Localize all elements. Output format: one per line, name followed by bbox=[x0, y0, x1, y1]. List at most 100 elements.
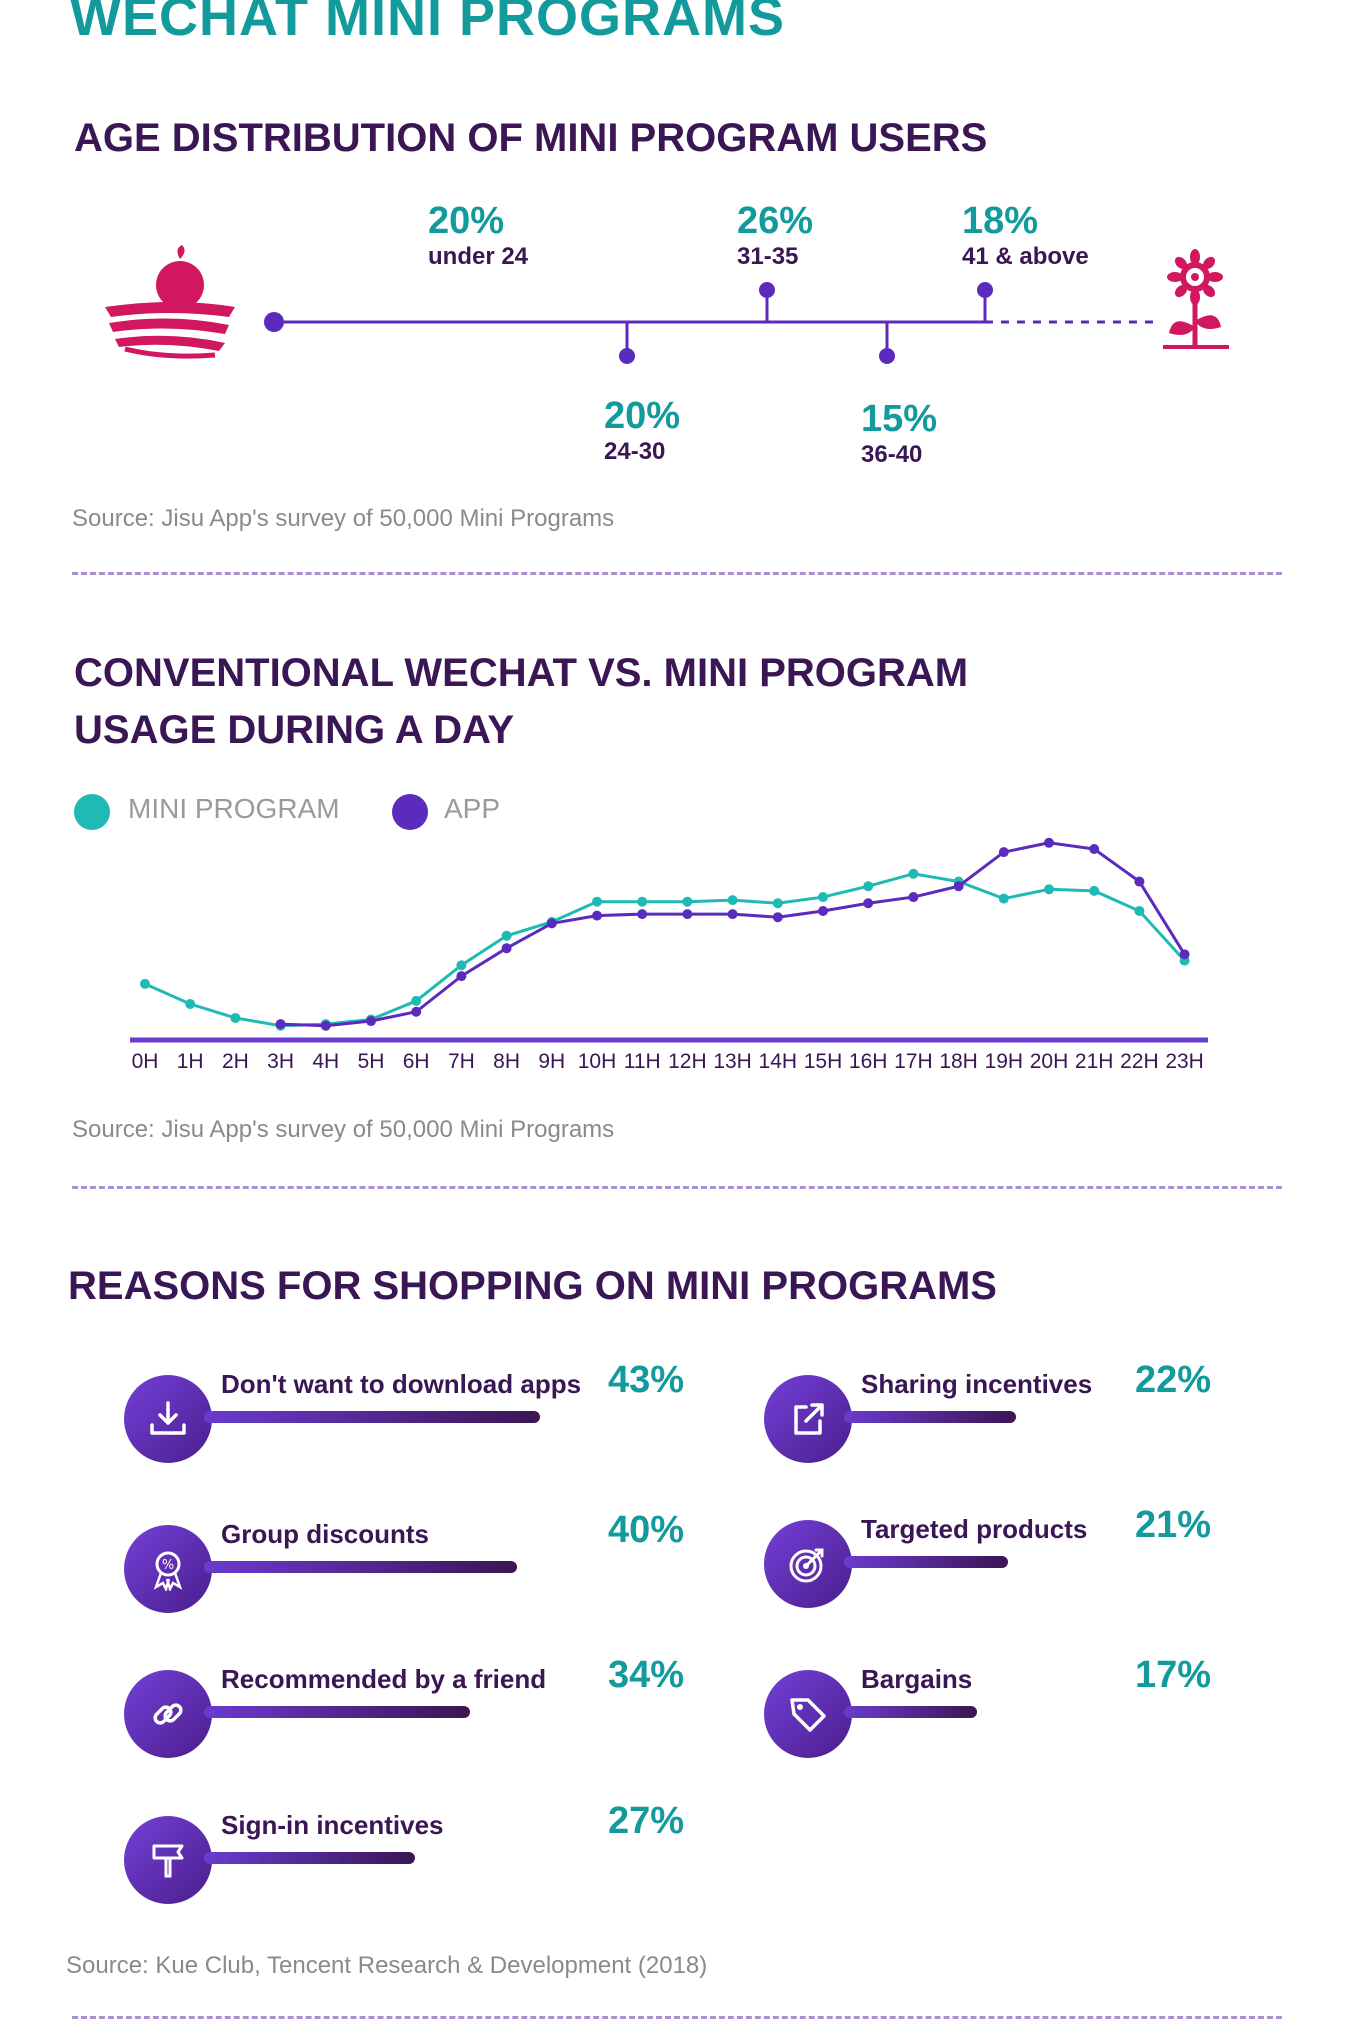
reason-label: Sign-in incentives bbox=[221, 1810, 444, 1840]
data-point bbox=[637, 909, 648, 920]
x-tick-label: 21H bbox=[1074, 1050, 1114, 1073]
x-tick-label: 8H bbox=[493, 1050, 521, 1073]
data-point bbox=[592, 896, 602, 907]
x-tick-label: 11H bbox=[623, 1050, 661, 1073]
reason-bar bbox=[204, 1411, 540, 1423]
svg-text:%: % bbox=[162, 1558, 174, 1573]
data-point bbox=[320, 1020, 331, 1031]
data-point bbox=[1179, 949, 1190, 960]
x-tick-label: 10H bbox=[577, 1050, 617, 1073]
data-point bbox=[772, 912, 783, 923]
x-tick-label: 19H bbox=[984, 1050, 1024, 1073]
x-tick-label: 22H bbox=[1120, 1050, 1159, 1073]
age-group-24-30: 20% 24-30 bbox=[604, 395, 681, 465]
reason-bar bbox=[204, 1706, 470, 1718]
data-point bbox=[863, 898, 874, 909]
x-tick-label: 1H bbox=[176, 1050, 204, 1073]
data-point bbox=[818, 906, 828, 916]
x-tick-label: 13H bbox=[713, 1050, 752, 1073]
data-point bbox=[1089, 844, 1100, 854]
x-tick-label: 4H bbox=[312, 1050, 340, 1073]
legend-app-swatch bbox=[392, 794, 428, 830]
reason-percent: 17% bbox=[1135, 1654, 1212, 1696]
download-icon bbox=[124, 1375, 212, 1463]
data-point bbox=[411, 995, 422, 1006]
data-point bbox=[998, 847, 1009, 858]
data-point bbox=[456, 971, 467, 982]
data-point bbox=[863, 881, 874, 892]
x-tick-label: 16H bbox=[848, 1050, 888, 1073]
data-point bbox=[908, 892, 919, 903]
data-point bbox=[818, 892, 828, 903]
reasons-section-title: REASONS FOR SHOPPING ON MINI PROGRAMS bbox=[68, 1264, 997, 1308]
usage-line-chart bbox=[130, 837, 1208, 1043]
signpost-icon bbox=[124, 1816, 212, 1904]
reason-bar bbox=[844, 1706, 977, 1718]
data-point bbox=[1134, 876, 1145, 887]
x-tick-label: 0H bbox=[131, 1050, 159, 1073]
data-point bbox=[275, 1019, 286, 1030]
series-line-mini-program bbox=[144, 872, 1186, 1028]
data-point bbox=[456, 960, 467, 971]
data-point bbox=[366, 1016, 376, 1027]
age-group-41-above: 18% 41 & above bbox=[962, 200, 1089, 270]
reason-percent: 27% bbox=[608, 1800, 685, 1842]
divider bbox=[72, 1186, 1282, 1189]
x-tick-label: 20H bbox=[1029, 1050, 1069, 1073]
share-icon bbox=[764, 1375, 852, 1463]
badge-discount-icon: % bbox=[124, 1525, 212, 1613]
reason-bar bbox=[204, 1852, 415, 1864]
reason-percent: 43% bbox=[608, 1359, 685, 1401]
reason-bar bbox=[204, 1561, 517, 1573]
data-point bbox=[185, 999, 196, 1009]
age-group-36-40: 15% 36-40 bbox=[861, 398, 938, 468]
reason-label: Targeted products bbox=[861, 1514, 1088, 1544]
legend-app-label: APP bbox=[444, 793, 501, 824]
data-point bbox=[637, 896, 648, 907]
x-tick-label: 9H bbox=[538, 1050, 566, 1073]
tag-icon bbox=[764, 1670, 852, 1758]
reason-percent: 40% bbox=[608, 1509, 685, 1551]
data-point bbox=[1134, 906, 1145, 916]
usage-section-title-line1: CONVENTIONAL WECHAT VS. MINI PROGRAM bbox=[74, 651, 969, 695]
x-tick-label: 6H bbox=[402, 1050, 430, 1073]
data-point bbox=[1089, 885, 1100, 896]
data-point bbox=[727, 895, 738, 906]
reason-label: Bargains bbox=[861, 1664, 973, 1694]
divider bbox=[72, 572, 1282, 575]
x-tick-label: 15H bbox=[803, 1050, 843, 1073]
age-source: Source: Jisu App's survey of 50,000 Mini… bbox=[72, 505, 615, 532]
data-point bbox=[1044, 884, 1054, 895]
reason-percent: 21% bbox=[1135, 1504, 1212, 1546]
x-tick-label: 23H bbox=[1165, 1050, 1204, 1073]
x-tick-label: 2H bbox=[221, 1050, 249, 1073]
reason-label: Group discounts bbox=[221, 1519, 429, 1549]
data-point bbox=[682, 909, 693, 920]
x-tick-label: 12H bbox=[668, 1050, 707, 1073]
x-axis-ticks: 0H 1H 2H 3H 4H 5H 6H 7H 8H 9H 10H 11H 12H 13H 14H 15H 16… bbox=[0, 1050, 1346, 1080]
divider bbox=[72, 2016, 1282, 2019]
x-tick-label: 5H bbox=[357, 1050, 385, 1073]
reasons-source: Source: Kue Club, Tencent Research & Dev… bbox=[66, 1952, 708, 1979]
data-point bbox=[501, 943, 512, 954]
age-group-31-35: 26% 31-35 bbox=[737, 200, 814, 270]
x-tick-label: 3H bbox=[267, 1050, 295, 1073]
reason-label: Recommended by a friend bbox=[221, 1664, 547, 1694]
nest-bird-icon bbox=[105, 245, 235, 359]
usage-source: Source: Jisu App's survey of 50,000 Mini… bbox=[72, 1116, 615, 1143]
data-point bbox=[1044, 837, 1054, 848]
data-point bbox=[230, 1012, 241, 1023]
data-point bbox=[592, 910, 602, 921]
legend-mini-program-swatch bbox=[74, 794, 110, 830]
age-group-under-24: 20% under 24 bbox=[428, 200, 529, 270]
data-point bbox=[727, 909, 738, 920]
usage-section-title-line2: USAGE DURING A DAY bbox=[74, 708, 515, 752]
data-point bbox=[998, 893, 1009, 904]
age-section-title: AGE DISTRIBUTION OF MINI PROGRAM USERS bbox=[74, 116, 988, 160]
link-icon bbox=[124, 1670, 212, 1758]
data-point bbox=[908, 868, 919, 879]
x-tick-label: 7H bbox=[447, 1050, 475, 1073]
reason-percent: 22% bbox=[1135, 1359, 1212, 1401]
data-point bbox=[953, 881, 964, 892]
x-tick-label: 14H bbox=[758, 1050, 798, 1073]
